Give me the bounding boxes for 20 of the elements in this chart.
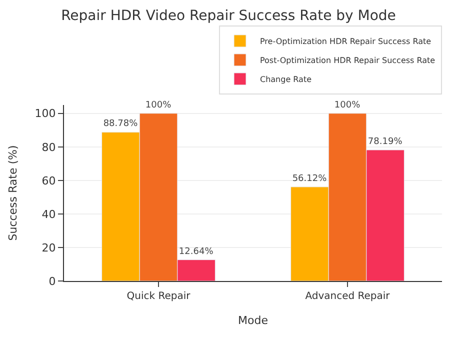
legend-label: Pre-Optimization HDR Repair Success Rate — [260, 37, 432, 46]
y-tick-label: 20 — [42, 241, 56, 254]
data-label: 78.19% — [368, 136, 403, 147]
y-tick-label: 0 — [48, 274, 56, 288]
y-tick-label: 60 — [42, 174, 56, 188]
chart-title: Repair HDR Video Repair Success Rate by Mode — [61, 8, 396, 24]
legend-label: Post-Optimization HDR Repair Success Rate — [260, 56, 436, 66]
data-label: 100% — [145, 100, 172, 110]
y-axis-title: Success Rate (%) — [6, 145, 20, 241]
x-tick-label: Quick Repair — [126, 291, 192, 302]
data-label: 12.64% — [178, 246, 214, 257]
y-tick-label: 80 — [42, 140, 56, 154]
data-label: 100% — [334, 100, 361, 110]
y-tick-label: 100 — [34, 107, 56, 120]
x-axis-title: Mode — [238, 314, 268, 328]
legend-label: Change Rate — [260, 75, 312, 84]
x-tick-label: Advanced Repair — [305, 291, 391, 302]
data-label: 88.78% — [103, 119, 138, 130]
y-tick-label: 40 — [42, 208, 56, 221]
data-label: 56.12% — [292, 174, 328, 184]
